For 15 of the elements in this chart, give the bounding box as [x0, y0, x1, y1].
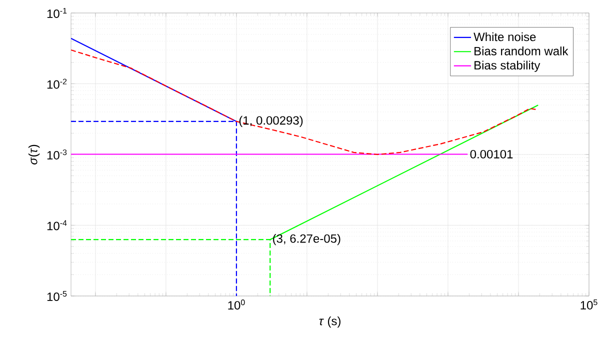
legend-label: Bias stability	[474, 60, 540, 72]
y-axis-title: σ(τ)	[28, 144, 40, 164]
legend-label: White noise	[474, 32, 536, 42]
annotation: (3, 6.27e-05)	[273, 234, 340, 246]
x-axis-title: τ (s)	[319, 316, 340, 328]
x-tick-label: 10$^{5}$	[580, 300, 598, 310]
annotation: (1, 0.00293)	[239, 116, 303, 128]
y-tick-label: 10$^{-2}$	[47, 78, 67, 89]
legend-label: Bias random walk	[474, 46, 568, 56]
x-tick-label: 10$^{0}$	[228, 300, 245, 310]
annotation: 0.00101	[470, 150, 513, 158]
y-tick-label: 10$^{-5}$	[47, 291, 67, 301]
y-tick-label: 10$^{-4}$	[47, 220, 67, 230]
y-tick-label: 10$^{-3}$	[47, 149, 67, 160]
y-tick-label: 10$^{-1}$	[47, 8, 67, 18]
